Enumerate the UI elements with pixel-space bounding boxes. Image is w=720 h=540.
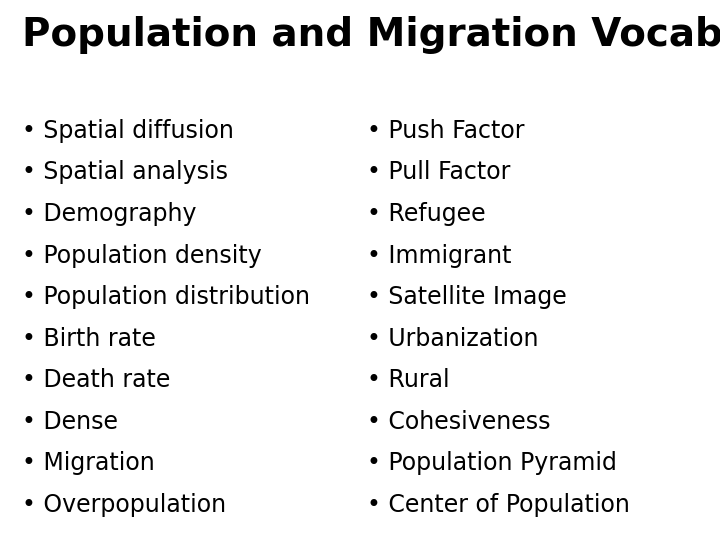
Text: • Overpopulation: • Overpopulation <box>22 493 226 517</box>
Text: • Satellite Image: • Satellite Image <box>367 285 567 309</box>
Text: • Refugee: • Refugee <box>367 202 486 226</box>
Text: • Dense: • Dense <box>22 410 117 434</box>
Text: • Death rate: • Death rate <box>22 368 170 392</box>
Text: • Population density: • Population density <box>22 244 261 267</box>
Text: • Spatial analysis: • Spatial analysis <box>22 160 228 184</box>
Text: • Spatial diffusion: • Spatial diffusion <box>22 119 233 143</box>
Text: • Pull Factor: • Pull Factor <box>367 160 510 184</box>
Text: • Center of Population: • Center of Population <box>367 493 630 517</box>
Text: • Population Pyramid: • Population Pyramid <box>367 451 617 475</box>
Text: • Rural: • Rural <box>367 368 450 392</box>
Text: • Birth rate: • Birth rate <box>22 327 156 350</box>
Text: • Immigrant: • Immigrant <box>367 244 512 267</box>
Text: • Cohesiveness: • Cohesiveness <box>367 410 551 434</box>
Text: • Demography: • Demography <box>22 202 196 226</box>
Text: • Push Factor: • Push Factor <box>367 119 525 143</box>
Text: • Migration: • Migration <box>22 451 154 475</box>
Text: • Population distribution: • Population distribution <box>22 285 310 309</box>
Text: Population and Migration Vocabulary: Population and Migration Vocabulary <box>22 16 720 54</box>
Text: • Urbanization: • Urbanization <box>367 327 539 350</box>
